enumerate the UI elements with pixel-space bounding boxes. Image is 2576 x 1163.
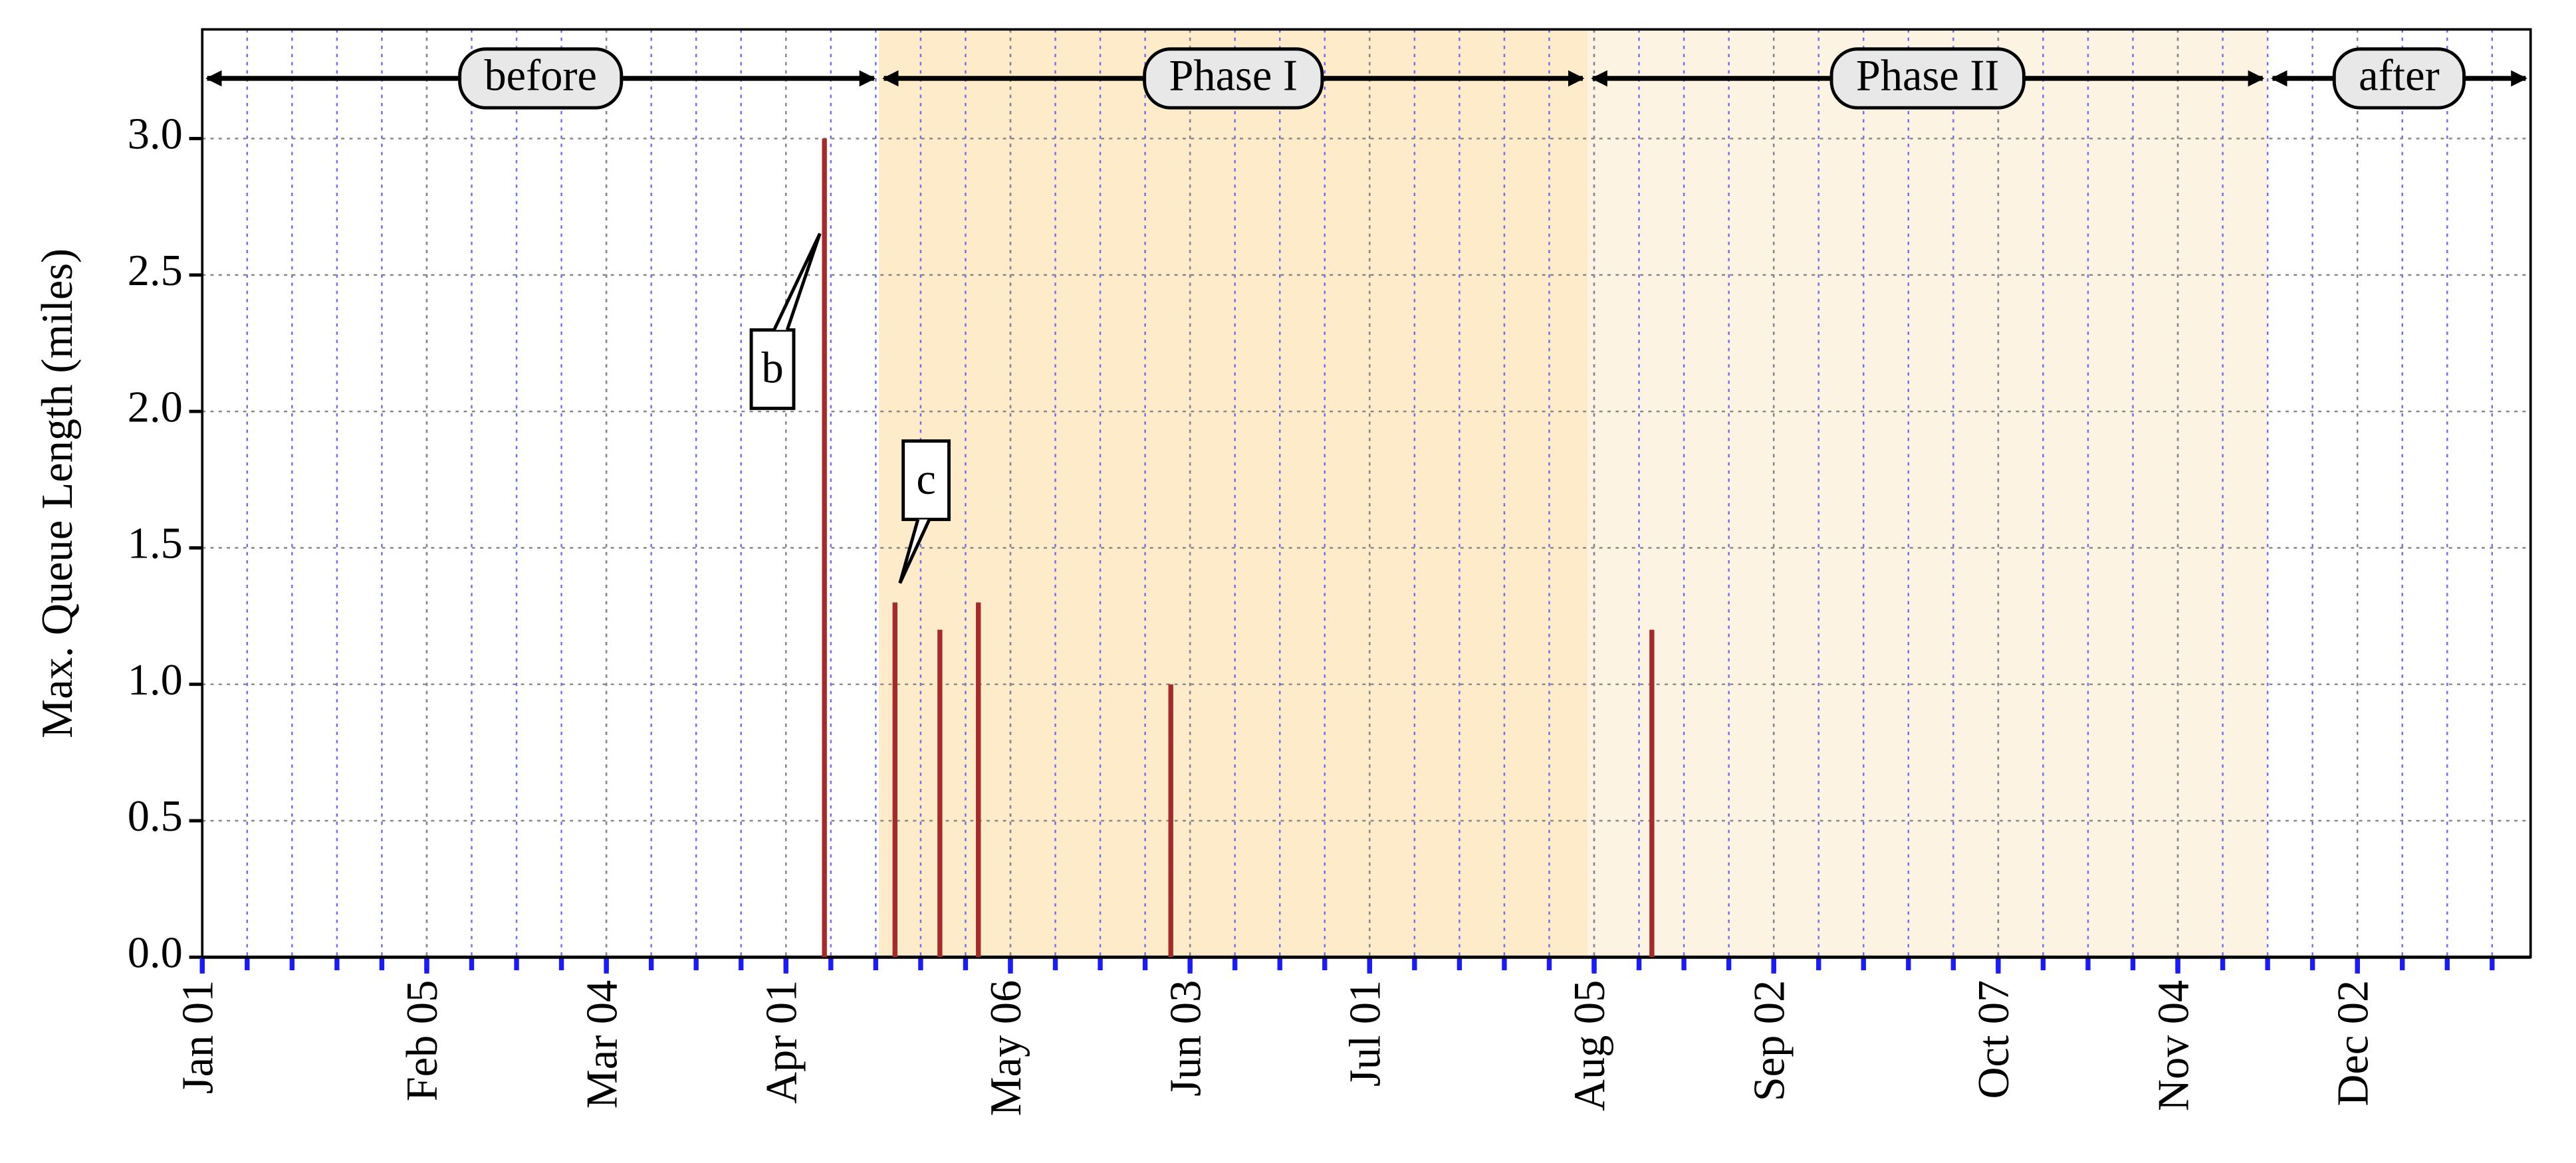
phase-label: Phase I: [1169, 52, 1298, 100]
y-tick-label: 1.5: [128, 520, 183, 568]
y-tick-label: 2.5: [128, 247, 183, 295]
x-tick-label: Sep 02: [1745, 980, 1794, 1101]
x-tick-label: Oct 07: [1970, 980, 2018, 1099]
callout-label: c: [916, 455, 935, 504]
x-tick-label: Feb 05: [398, 980, 447, 1102]
x-tick-label: May 06: [982, 980, 1030, 1116]
callout-pointer: [898, 518, 931, 584]
callout-label: b: [761, 344, 783, 393]
y-tick-label: 0.5: [128, 792, 183, 841]
phase-label-box: [2332, 47, 2466, 110]
y-tick-label: 2.0: [128, 383, 183, 431]
phase-label: before: [484, 52, 596, 100]
y-tick-label: 3.0: [128, 110, 183, 159]
phase-region: [2268, 29, 2531, 958]
phase-label: Phase II: [1856, 52, 2000, 100]
callout-box: [749, 328, 796, 410]
x-tick-label: Jun 03: [1161, 980, 1210, 1097]
callout-box: [901, 439, 951, 522]
bar: [822, 138, 827, 958]
bar: [1168, 684, 1173, 958]
x-tick-label: Jul 01: [1342, 980, 1390, 1087]
bar: [892, 602, 897, 958]
phase-label: after: [2359, 52, 2440, 100]
bar: [976, 602, 981, 958]
phase-label-box: [458, 47, 624, 110]
callout-pointer: [772, 233, 822, 331]
x-tick-label: Mar 04: [578, 980, 626, 1109]
x-tick-label: Dec 02: [2329, 980, 2377, 1107]
phase-label-box: [1143, 47, 1324, 110]
bar: [937, 629, 943, 958]
x-tick-label: Aug 05: [1566, 980, 1614, 1111]
y-tick-label: 0.0: [128, 929, 183, 978]
x-tick-label: Apr 01: [758, 980, 806, 1104]
x-tick-label: Jan 01: [174, 980, 222, 1094]
phase-region: [879, 29, 1588, 958]
y-tick-label: 1.0: [128, 656, 183, 704]
phase-label-box: [1829, 47, 2026, 110]
phase-region: [1587, 29, 2268, 958]
bar: [1649, 629, 1655, 958]
x-tick-label: Nov 04: [2149, 980, 2198, 1111]
y-axis-label: Max. Queue Length (miles): [33, 249, 82, 738]
phase-region: [202, 29, 879, 958]
